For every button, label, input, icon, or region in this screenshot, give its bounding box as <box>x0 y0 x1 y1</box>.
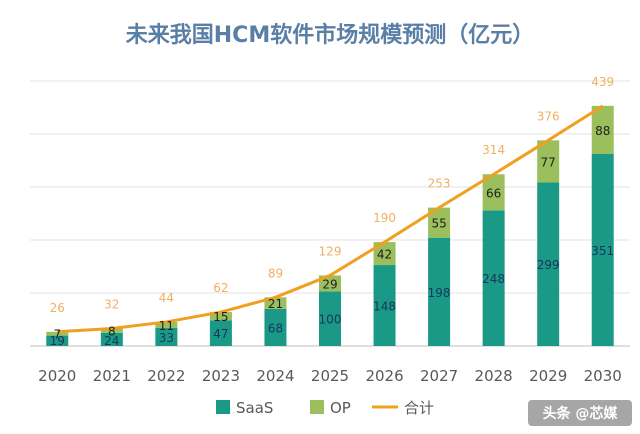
label-op-2022: 11 <box>159 319 174 333</box>
x-tick-2022: 2022 <box>147 367 185 385</box>
label-op-2029: 77 <box>541 155 556 169</box>
bar-op-2025 <box>319 275 341 292</box>
bar-op-2026 <box>373 242 396 266</box>
bar-op-2021 <box>100 328 123 333</box>
x-tick-2023: 2023 <box>202 367 240 385</box>
label-saas-2027: 198 <box>428 286 451 300</box>
legend-saas-swatch <box>216 400 230 414</box>
bar-op-2020 <box>46 331 69 336</box>
label-op-2023: 15 <box>213 310 228 324</box>
bar-op-2029 <box>537 140 560 183</box>
x-tick-2029: 2029 <box>529 367 567 385</box>
label-total-2023: 62 <box>213 281 228 295</box>
x-tick-2028: 2028 <box>475 367 513 385</box>
label-total-2027: 253 <box>428 177 451 191</box>
label-op-2020: 7 <box>53 328 61 342</box>
bars-group <box>46 105 614 346</box>
watermark-text: 头条 @芯媒 <box>543 405 619 422</box>
x-axis-ticks: 2020 2021 2022 2023 2024 2025 2026 2027 2028 2029… <box>38 367 622 385</box>
bar-saas-2025 <box>319 291 341 346</box>
label-total-2021: 32 <box>104 297 119 311</box>
total-line <box>57 104 604 334</box>
x-tick-2020: 2020 <box>38 367 76 385</box>
legend-saas-label: SaaS <box>236 399 273 417</box>
label-saas-2023: 47 <box>213 327 228 341</box>
label-op-2024: 21 <box>268 297 283 311</box>
gridlines <box>30 80 630 347</box>
legend-op-swatch <box>310 400 324 414</box>
chart-title: 未来我国HCM软件市场规模预测（亿元） <box>126 22 534 48</box>
label-saas-2030: 351 <box>591 244 614 258</box>
label-total-2029: 376 <box>537 109 560 123</box>
x-tick-2025: 2025 <box>311 367 349 385</box>
label-op-2021: 8 <box>108 325 116 339</box>
bar-saas-2028 <box>482 210 505 346</box>
bar-op-2024 <box>264 297 287 309</box>
label-total-2030: 439 <box>591 75 614 89</box>
bar-op-2030 <box>591 105 614 155</box>
x-tick-2030: 2030 <box>584 367 622 385</box>
label-saas-2022: 33 <box>159 331 174 345</box>
label-saas-2020: 19 <box>50 334 65 348</box>
bar-saas-2020 <box>46 335 69 346</box>
label-total-2022: 44 <box>159 291 174 305</box>
label-saas-2028: 248 <box>482 272 505 286</box>
watermark: 头条 @芯媒 <box>528 400 632 426</box>
label-saas-2024: 68 <box>268 321 283 335</box>
x-tick-2026: 2026 <box>365 367 403 385</box>
bar-saas-2026 <box>373 265 396 346</box>
bar-op-2022 <box>155 321 178 328</box>
label-op-2026: 42 <box>377 248 392 262</box>
bar-op-2028 <box>482 174 505 211</box>
label-saas-2029: 299 <box>537 258 560 272</box>
bar-op-2027 <box>428 207 451 238</box>
bar-saas-2024 <box>264 308 287 346</box>
bar-saas-2022 <box>155 327 178 346</box>
bar-saas-2021 <box>100 332 123 346</box>
x-tick-2024: 2024 <box>256 367 294 385</box>
bar-saas-2029 <box>537 182 560 346</box>
legend-op-label: OP <box>330 399 351 417</box>
bar-saas-2027 <box>428 237 451 346</box>
bar-saas-2023 <box>209 320 232 346</box>
legend: SaaS OP 合计 <box>216 399 434 417</box>
bar-op-2023 <box>209 312 232 321</box>
total-line-group <box>57 104 604 334</box>
label-total-2026: 190 <box>373 211 396 225</box>
label-total-2028: 314 <box>482 143 505 157</box>
label-total-2025: 129 <box>319 244 342 258</box>
label-op-2027: 55 <box>431 217 446 231</box>
label-saas-2021: 24 <box>104 334 119 348</box>
label-op-2028: 66 <box>486 186 501 200</box>
x-tick-2021: 2021 <box>93 367 131 385</box>
watermark-bg <box>528 400 632 426</box>
label-total-2024: 89 <box>268 266 283 280</box>
label-saas-2025: 100 <box>319 313 342 327</box>
bar-saas-2030 <box>591 154 614 346</box>
x-tick-2027: 2027 <box>420 367 458 385</box>
label-total-2020: 26 <box>50 301 65 315</box>
label-op-2025: 29 <box>322 277 337 291</box>
legend-total-label: 合计 <box>404 399 434 417</box>
label-saas-2026: 148 <box>373 300 396 314</box>
label-op-2030: 88 <box>595 124 610 138</box>
